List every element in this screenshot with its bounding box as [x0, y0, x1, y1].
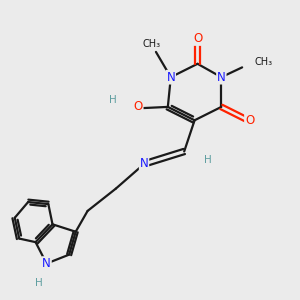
Text: H: H	[35, 278, 42, 288]
Text: CH₃: CH₃	[142, 40, 160, 50]
Text: O: O	[134, 100, 143, 113]
Text: N: N	[140, 158, 148, 170]
Text: H: H	[204, 154, 212, 164]
Text: N: N	[42, 257, 51, 270]
Text: O: O	[245, 114, 254, 127]
Text: N: N	[217, 71, 226, 84]
Text: N: N	[167, 71, 175, 84]
Text: O: O	[193, 32, 202, 45]
Text: CH₃: CH₃	[255, 57, 273, 67]
Text: H: H	[109, 95, 117, 105]
